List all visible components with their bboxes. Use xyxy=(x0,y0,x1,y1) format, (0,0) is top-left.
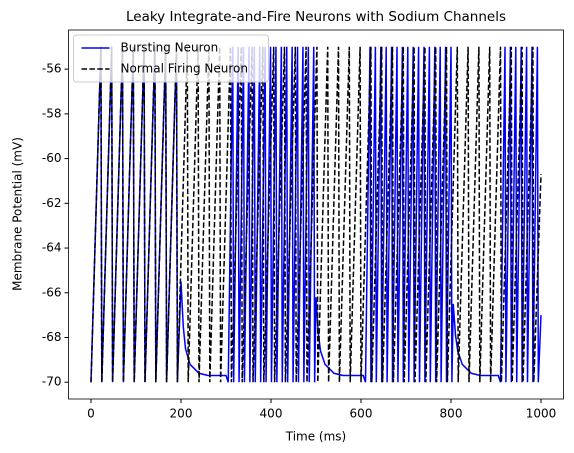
y-tick-label: -66 xyxy=(42,285,62,299)
legend-label: Normal Firing Neuron xyxy=(121,62,248,76)
series-line xyxy=(90,46,542,383)
y-tick-label: -56 xyxy=(42,62,62,76)
y-tick-label: -70 xyxy=(42,375,62,389)
x-tick-label: 1000 xyxy=(526,407,557,421)
y-tick-label: -68 xyxy=(42,330,62,344)
y-tick-label: -62 xyxy=(42,196,62,210)
x-tick-label: 0 xyxy=(87,407,95,421)
x-axis-label: Time (ms) xyxy=(285,430,347,444)
y-tick-label: -60 xyxy=(42,151,62,165)
axes-frame xyxy=(68,29,564,400)
y-axis-label: Membrane Potential (mV) xyxy=(11,137,25,291)
x-tick-label: 200 xyxy=(170,407,193,421)
y-tick-label: -58 xyxy=(42,106,62,120)
x-tick-label: 400 xyxy=(260,407,283,421)
chart-title: Leaky Integrate-and-Fire Neurons with So… xyxy=(126,9,506,25)
legend-box xyxy=(73,34,269,83)
x-tick-label: 600 xyxy=(350,407,373,421)
x-tick-label: 800 xyxy=(440,407,463,421)
legend-label: Bursting Neuron xyxy=(121,41,219,55)
y-tick-label: -64 xyxy=(42,241,62,255)
